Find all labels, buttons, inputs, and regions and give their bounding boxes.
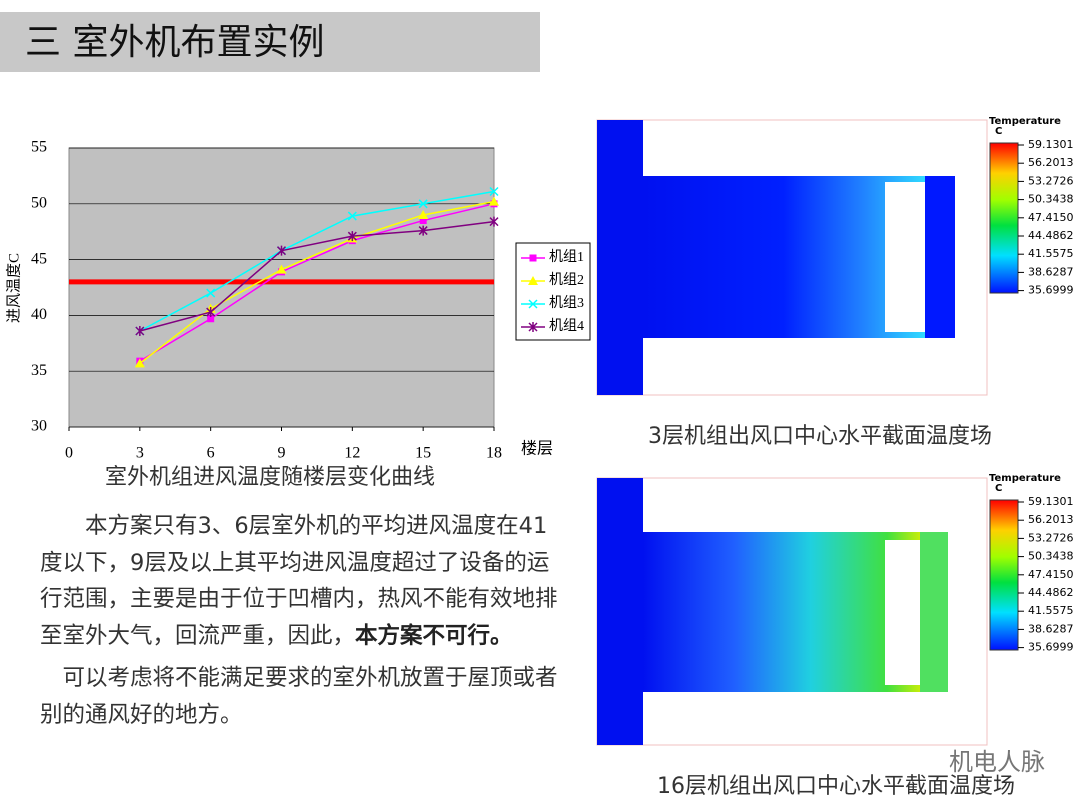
y-tick-label: 35 [31, 362, 47, 379]
heatmap [596, 119, 988, 396]
y-tick-label: 45 [31, 250, 47, 267]
colorbar-label: 44.4862 [1028, 229, 1074, 242]
legend-label: 机组2 [549, 272, 584, 288]
colorbar-label: 56.2013 [1028, 156, 1074, 169]
series-line [139, 190, 495, 332]
colorbar [989, 142, 1019, 294]
x-tick-label: 6 [207, 445, 215, 462]
marker [489, 196, 499, 206]
legend-marker [528, 299, 538, 309]
colorbar-label: 53.2726 [1028, 531, 1074, 544]
colorbar-unit: C [995, 126, 1002, 137]
title-bar [0, 12, 540, 72]
marker [206, 288, 216, 298]
text-bold: 本方案不可行。 [355, 622, 513, 649]
x-tick-label: 0 [65, 445, 73, 462]
plot-area [68, 147, 495, 428]
legend-label: 机组4 [549, 318, 584, 334]
marker [418, 225, 428, 236]
legend-box [515, 242, 591, 341]
slide-title: 三 室外机布置实例 [25, 22, 324, 63]
legend-label: 机组1 [549, 249, 584, 265]
colorbar-label: 44.4862 [1028, 586, 1074, 599]
marker [206, 307, 216, 318]
legend-marker [528, 322, 538, 332]
colorbar-title: Temperature [989, 116, 1061, 127]
colorbar-label: 41.5575 [1028, 247, 1074, 260]
colorbar-label: 59.1301 [1028, 138, 1074, 151]
colorbar-label: 59.1301 [1028, 495, 1074, 508]
colorbar [989, 499, 1019, 651]
figure-caption: 3层机组出风口中心水平截面温度场 [648, 424, 992, 449]
y-tick-label: 55 [31, 139, 47, 156]
x-tick-label: 3 [136, 445, 144, 462]
legend-marker [529, 254, 537, 262]
marker [347, 231, 357, 242]
x-tick-label: 12 [344, 445, 360, 462]
colorbar-label: 50.3438 [1028, 550, 1074, 563]
marker [419, 217, 427, 225]
marker [489, 216, 499, 227]
series-line [139, 203, 495, 362]
y-tick-label: 50 [31, 194, 47, 211]
legend-label: 机组3 [549, 295, 584, 311]
x-tick-label: 15 [415, 445, 431, 462]
marker [276, 264, 287, 274]
colorbar-label: 50.3438 [1028, 193, 1074, 206]
marker [134, 358, 145, 368]
marker [418, 199, 428, 209]
text: 可以考虑将不能满足要求的室外机放置于屋顶或者别的通风好的地方。 [40, 665, 558, 728]
heatmap [596, 477, 988, 746]
marker [207, 315, 215, 323]
colorbar-label: 38.6287 [1028, 622, 1074, 635]
x-axis-label: 楼层 [521, 440, 553, 458]
chart-caption: 室外机组进风温度随楼层变化曲线 [105, 465, 435, 490]
watermark: 机电人脉 [949, 748, 1045, 776]
marker [135, 326, 145, 337]
marker [489, 186, 499, 197]
colorbar-label: 38.6287 [1028, 265, 1074, 278]
colorbar-label: 35.6999 [1028, 641, 1074, 654]
colorbar-label: 53.2726 [1028, 174, 1074, 187]
paragraph: 可以考虑将不能满足要求的室外机放置于屋顶或者别的通风好的地方。 [40, 660, 560, 733]
y-tick-label: 40 [31, 306, 47, 323]
series-line [139, 220, 495, 332]
marker [347, 211, 357, 221]
x-tick-label: 9 [278, 445, 286, 462]
series-line [139, 200, 495, 364]
marker [276, 245, 287, 256]
colorbar-unit: C [995, 483, 1002, 494]
paragraph: 本方案只有3、6层室外机的平均进风温度在41度以下，9层及以上其平均进风温度超过… [40, 508, 560, 654]
body-text: 本方案只有3、6层室外机的平均进风温度在41度以下，9层及以上其平均进风温度超过… [40, 508, 560, 733]
colorbar-title: Temperature [989, 473, 1061, 484]
figure-caption: 16层机组出风口中心水平截面温度场 [657, 774, 1015, 799]
colorbar-label: 35.6999 [1028, 284, 1074, 297]
colorbar-label: 41.5575 [1028, 604, 1074, 617]
y-tick-label: 30 [31, 418, 47, 435]
x-tick-label: 18 [486, 445, 502, 462]
text: 本方案只有3、6层室外机的平均进风温度在41度以下，9层及以上其平均进风温度超过… [40, 513, 558, 649]
colorbar-label: 47.4150 [1028, 568, 1074, 581]
legend-marker [528, 276, 538, 285]
marker [418, 209, 429, 219]
colorbar-label: 47.4150 [1028, 211, 1074, 224]
colorbar-label: 56.2013 [1028, 513, 1074, 526]
y-axis-label: 进风温度C [5, 253, 22, 323]
